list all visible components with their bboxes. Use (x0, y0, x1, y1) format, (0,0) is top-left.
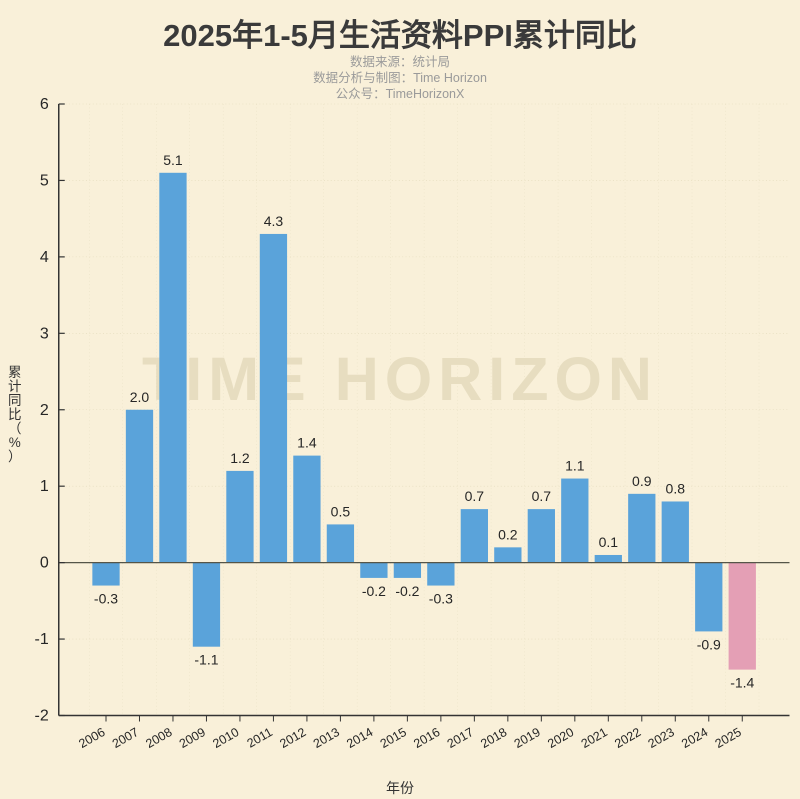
svg-text:4.3: 4.3 (264, 213, 284, 229)
svg-text:3: 3 (40, 325, 49, 342)
svg-text:2.0: 2.0 (130, 389, 150, 405)
svg-text:-0.9: -0.9 (697, 636, 721, 652)
svg-text:2: 2 (40, 402, 49, 419)
svg-text:-0.3: -0.3 (429, 591, 453, 607)
svg-text:0.1: 0.1 (599, 534, 619, 550)
svg-text:0.8: 0.8 (666, 480, 686, 496)
svg-text:TIME HORIZON: TIME HORIZON (142, 345, 658, 413)
svg-text:5: 5 (40, 172, 49, 189)
svg-text:1: 1 (40, 478, 49, 495)
svg-text:-0.2: -0.2 (362, 583, 386, 599)
svg-text:1.1: 1.1 (565, 458, 585, 474)
svg-text:-2: -2 (35, 708, 49, 725)
svg-text:-0.3: -0.3 (94, 591, 118, 607)
svg-text:0.5: 0.5 (331, 503, 351, 519)
svg-text:-1: -1 (35, 631, 49, 648)
svg-text:0.7: 0.7 (465, 488, 485, 504)
svg-text:0.2: 0.2 (498, 526, 518, 542)
svg-text:0: 0 (40, 555, 49, 572)
svg-text:0.7: 0.7 (532, 488, 552, 504)
svg-text:0.9: 0.9 (632, 473, 652, 489)
svg-text:4: 4 (40, 249, 49, 266)
svg-text:1.2: 1.2 (230, 450, 250, 466)
svg-text:-0.2: -0.2 (395, 583, 419, 599)
svg-text:1.4: 1.4 (297, 435, 317, 451)
svg-text:-1.4: -1.4 (730, 675, 754, 691)
svg-text:-1.1: -1.1 (194, 652, 218, 668)
svg-text:5.1: 5.1 (163, 152, 183, 168)
